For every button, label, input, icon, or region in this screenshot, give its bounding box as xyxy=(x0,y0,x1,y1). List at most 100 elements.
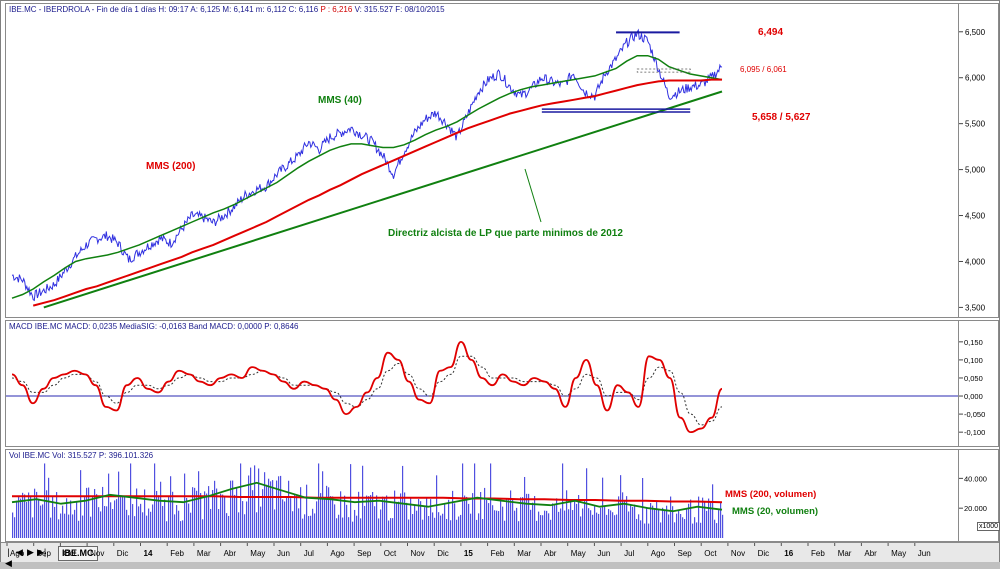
xtick-33: May xyxy=(891,549,906,558)
volume-bar xyxy=(506,498,508,538)
xtick-6: Feb xyxy=(170,549,184,558)
volume-bar xyxy=(172,491,174,538)
volume-bar xyxy=(222,494,224,538)
volume-bar xyxy=(468,503,470,538)
nav-next-button[interactable]: ▶ xyxy=(27,547,34,557)
nav-last-button[interactable]: ▶| xyxy=(37,547,47,557)
volume-chart: MMS (200, volumen) MMS (20, volumen) xyxy=(11,463,818,538)
volume-bar xyxy=(534,495,536,538)
volume-bar xyxy=(502,506,504,538)
volume-bar xyxy=(262,489,264,538)
price-header: IBE.MC - IBERDROLA - Fin de día 1 días H… xyxy=(9,5,445,14)
volume-bar xyxy=(570,501,572,538)
volume-bar xyxy=(340,491,342,538)
macd-signal-series xyxy=(11,355,723,426)
volume-bar xyxy=(194,487,196,538)
volume-bar xyxy=(700,522,702,538)
volume-bar xyxy=(614,515,616,538)
price-pane[interactable]: IBE.MC - IBERDROLA - Fin de día 1 días H… xyxy=(5,3,959,318)
volume-bar xyxy=(484,487,486,538)
volume-bar xyxy=(288,480,290,538)
volume-bar xyxy=(430,499,432,538)
volume-bar xyxy=(382,496,384,538)
volume-bar xyxy=(160,481,162,538)
volume-bar xyxy=(248,475,250,538)
volume-bar xyxy=(486,499,488,538)
volume-bar xyxy=(208,486,210,538)
volume-bar xyxy=(608,509,610,538)
xtick-13: Sep xyxy=(357,549,372,558)
volume-bar xyxy=(342,517,344,538)
zoom-tag[interactable]: x1000 xyxy=(977,522,1000,531)
volume-bar xyxy=(704,502,706,538)
volume-bar xyxy=(416,510,418,538)
volume-bar xyxy=(150,511,152,538)
volume-bar xyxy=(142,512,144,538)
xtick-14: Oct xyxy=(384,549,397,558)
volume-bar xyxy=(306,484,308,538)
volume-bar xyxy=(180,521,182,538)
volume-bar xyxy=(136,488,138,538)
nav-first-button[interactable]: |◀ xyxy=(5,547,12,568)
volume-bar xyxy=(184,473,186,538)
volume-bar xyxy=(464,495,466,538)
volume-bar xyxy=(522,497,524,538)
volume-bar xyxy=(274,509,276,538)
volume-bar xyxy=(584,500,586,538)
xtick-9: May xyxy=(250,549,265,558)
volume-pane[interactable]: Vol IBE.MC Vol: 315.527 P: 396.101.326 M… xyxy=(5,449,959,542)
volume-bar xyxy=(120,495,122,538)
volume-bar xyxy=(542,515,544,538)
volume-bar xyxy=(632,507,634,538)
volume-bar xyxy=(74,509,76,538)
xtick-23: Jul xyxy=(624,549,634,558)
volume-bar xyxy=(12,512,14,538)
volume-bar xyxy=(384,497,386,538)
volume-bar xyxy=(512,499,514,538)
volume-bar xyxy=(696,522,698,538)
symbol-tab[interactable]: IBE.MC xyxy=(58,546,98,561)
volume-bar xyxy=(166,521,168,538)
volume-bar xyxy=(574,498,576,538)
volume-bar xyxy=(86,487,88,538)
volume-bar xyxy=(16,500,18,538)
volume-bar xyxy=(156,490,158,538)
volume-bar xyxy=(466,496,468,538)
vol-ytick-0: 40.000 xyxy=(964,474,987,483)
volume-bar xyxy=(518,521,520,538)
volume-bar xyxy=(192,487,194,538)
volume-bar xyxy=(568,509,570,538)
volume-bar xyxy=(686,508,688,538)
volume-bar xyxy=(694,517,696,538)
volume-bar xyxy=(418,498,420,538)
mms200-series xyxy=(32,78,722,307)
volume-bar xyxy=(328,487,330,538)
volume-bar xyxy=(500,498,502,538)
volume-bar xyxy=(598,513,600,538)
volume-bar xyxy=(718,510,720,538)
volume-bar xyxy=(32,517,34,538)
volume-bar xyxy=(22,492,24,538)
volume-bar xyxy=(162,505,164,538)
volume-bar xyxy=(330,496,332,538)
volume-bar xyxy=(66,498,68,538)
volume-bar xyxy=(714,519,716,538)
volume-bar xyxy=(536,520,538,538)
volume-bar xyxy=(198,471,200,538)
volume-bar xyxy=(604,506,606,538)
volume-bar xyxy=(404,492,406,538)
volume-bar xyxy=(146,515,148,538)
xtick-18: Feb xyxy=(491,549,505,558)
volume-bar xyxy=(132,504,134,538)
volume-bar xyxy=(110,502,112,538)
volume-bar xyxy=(476,519,478,538)
macd-ytick-3: 0,000 xyxy=(964,392,983,401)
volume-bar xyxy=(394,490,396,538)
nav-prev-button[interactable]: ◀ xyxy=(16,547,23,557)
volume-bar xyxy=(124,496,126,538)
volume-bar xyxy=(326,485,328,538)
macd-pane[interactable]: MACD IBE.MC MACD: 0,0235 MediaSIG: -0,01… xyxy=(5,320,959,447)
volume-bar xyxy=(56,492,58,538)
xtick-10: Jun xyxy=(277,549,290,558)
volume-bar xyxy=(498,511,500,538)
